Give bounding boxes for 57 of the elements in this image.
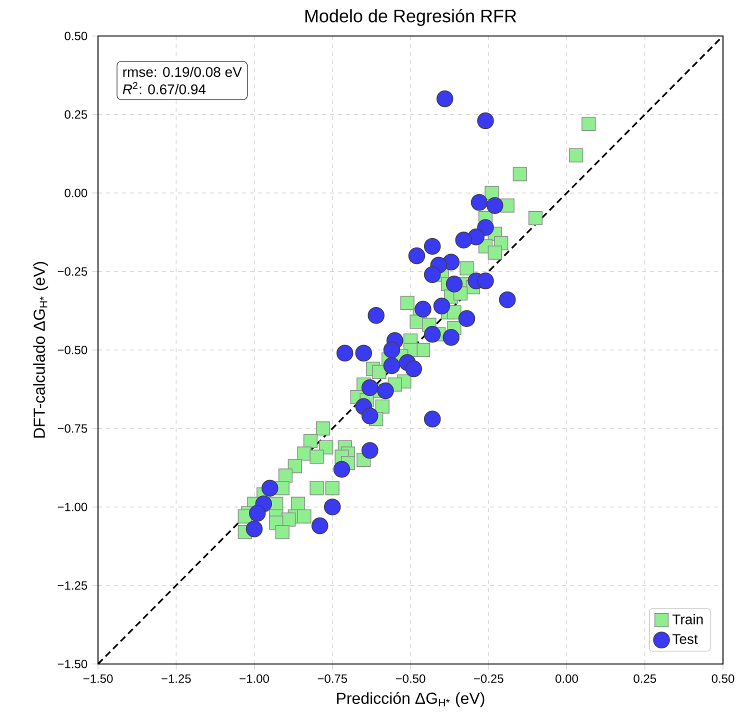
point xyxy=(383,342,400,358)
legend-label: Test xyxy=(672,634,698,644)
x-tick-label: −0.75 xyxy=(318,674,348,683)
point xyxy=(246,520,263,538)
point xyxy=(408,247,426,264)
point xyxy=(355,344,372,362)
point xyxy=(446,276,463,292)
chart-title: Modelo de Regresión RFR xyxy=(305,8,516,26)
point xyxy=(361,442,378,459)
point xyxy=(455,232,472,248)
x-tick-label: −0.50 xyxy=(396,674,426,683)
y-tick-label: 0.50 xyxy=(64,32,88,40)
point xyxy=(477,272,494,290)
y-tick-label: −1.00 xyxy=(58,502,88,512)
legend-label: Train xyxy=(672,614,703,624)
point xyxy=(414,300,432,318)
point xyxy=(433,298,450,314)
y-tick-label: −0.25 xyxy=(58,267,88,276)
point xyxy=(458,310,476,327)
point xyxy=(486,197,504,214)
x-tick-label: −1.50 xyxy=(83,674,113,683)
point xyxy=(324,498,341,516)
x-tick-label: 0.25 xyxy=(634,674,656,683)
point xyxy=(424,238,441,255)
x-tick-label: −0.25 xyxy=(474,674,504,683)
point xyxy=(311,517,328,534)
point xyxy=(377,382,394,400)
point xyxy=(442,329,460,346)
point xyxy=(361,379,378,396)
point xyxy=(368,307,385,324)
point xyxy=(248,504,266,522)
point xyxy=(470,194,488,211)
point xyxy=(477,112,494,130)
x-tick-label: 0.50 xyxy=(712,674,734,683)
y-tick-label: 0.00 xyxy=(64,188,88,198)
annotation: R$^{2}$: 0.67/0.94 xyxy=(122,82,206,94)
point xyxy=(424,410,441,428)
point xyxy=(405,360,422,378)
x-tick-label: −1.00 xyxy=(240,674,269,683)
y-tick-label: −1.50 xyxy=(58,660,88,668)
point xyxy=(436,90,454,108)
point xyxy=(424,326,441,343)
point xyxy=(498,291,516,308)
x-tick-label: −1.25 xyxy=(162,674,191,683)
point xyxy=(383,357,400,374)
point xyxy=(424,266,441,284)
x-axis-title: Predicción ΔG$_{H*}$ (eV) xyxy=(337,692,484,708)
point xyxy=(361,408,378,424)
y-tick-label: −0.75 xyxy=(58,424,88,433)
y-tick-label: −0.50 xyxy=(58,346,88,354)
y-axis-title: DFT-calculado ΔG$_{H*}$ (eV) xyxy=(33,262,48,438)
y-tick-label: −1.25 xyxy=(58,581,88,590)
point xyxy=(261,480,278,497)
point xyxy=(336,344,354,362)
annotation: rmse: 0.19/0.08 eV xyxy=(123,66,242,77)
y-tick-label: 0.25 xyxy=(64,110,88,119)
x-tick-label: 0.00 xyxy=(556,674,578,683)
